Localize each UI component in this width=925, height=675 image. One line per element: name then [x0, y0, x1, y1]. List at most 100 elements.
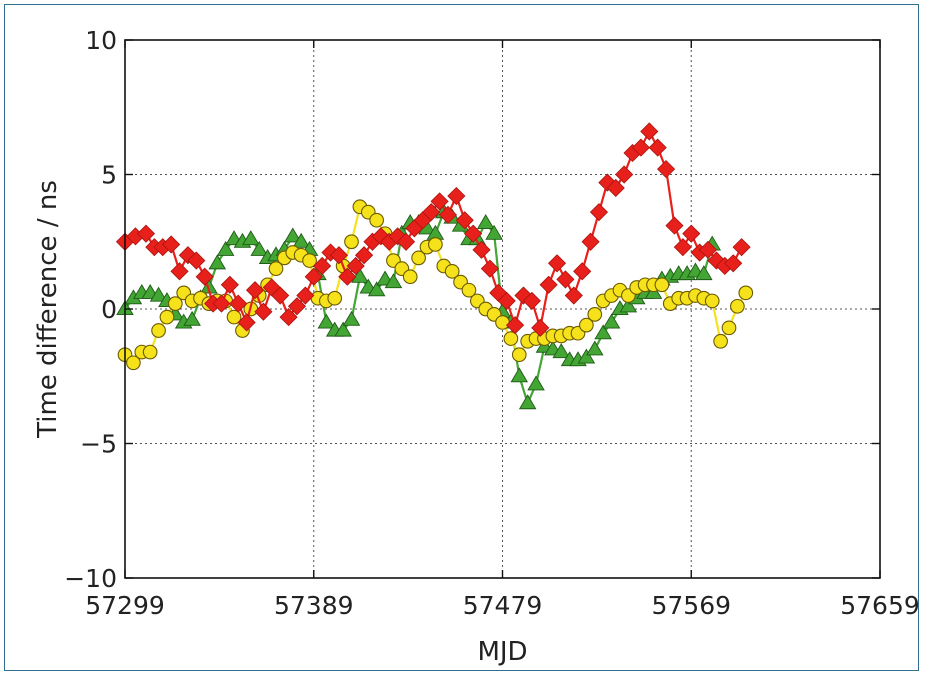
data-point-triangle — [317, 313, 336, 329]
data-point-diamond — [237, 313, 256, 332]
data-point-triangle — [367, 281, 386, 297]
data-point-triangle — [250, 240, 269, 256]
data-point-diamond — [640, 122, 659, 141]
data-point-circle — [159, 309, 175, 325]
data-point-triangle — [527, 375, 545, 391]
series-diamond — [115, 122, 751, 337]
data-point-circle — [268, 261, 284, 277]
data-point-triangle — [695, 265, 713, 281]
data-point-diamond — [162, 235, 181, 254]
data-point-circle — [654, 277, 670, 293]
y-axis-label: Time difference / ns — [33, 180, 63, 439]
data-point-diamond — [657, 160, 676, 179]
data-point-diamond — [438, 205, 458, 224]
data-point-diamond — [673, 238, 692, 257]
data-point-circle — [587, 307, 603, 322]
data-point-triangle — [594, 324, 612, 340]
data-point-circle — [126, 355, 141, 371]
data-point-diamond — [229, 294, 248, 313]
data-point-triangle — [510, 367, 529, 383]
data-point-diamond — [665, 216, 684, 235]
data-point-diamond — [464, 224, 483, 243]
data-point-circle — [721, 320, 737, 336]
x-axis-label: MJD — [477, 637, 527, 667]
data-point-triangle — [351, 267, 369, 283]
x-tick-label: 57299 — [85, 591, 165, 620]
data-point-diamond — [346, 256, 365, 276]
data-point-diamond — [606, 178, 625, 198]
data-point-diamond — [245, 281, 265, 300]
data-point-triangle — [242, 230, 260, 246]
data-point-diamond — [430, 192, 449, 211]
data-point-diamond — [631, 138, 650, 157]
data-point-diamond — [615, 165, 634, 184]
data-point-triangle — [208, 254, 227, 270]
data-point-circle — [411, 250, 426, 266]
data-point-circle — [738, 285, 754, 301]
data-point-diamond — [338, 267, 357, 286]
data-point-triangle — [476, 214, 495, 229]
data-point-diamond — [724, 254, 743, 273]
data-point-diamond — [506, 316, 525, 335]
data-point-diamond — [396, 232, 416, 251]
data-point-diamond — [547, 254, 567, 273]
data-point-triangle — [602, 313, 621, 329]
data-point-circle — [730, 298, 745, 314]
data-point-triangle — [384, 273, 403, 289]
y-tick-label: 0 — [101, 295, 117, 324]
data-point-diamond — [447, 186, 466, 206]
data-point-triangle — [577, 348, 596, 364]
series-layer — [115, 122, 754, 410]
data-point-diamond — [287, 297, 307, 316]
data-point-diamond — [136, 224, 156, 243]
data-point-diamond — [573, 262, 592, 281]
data-point-diamond — [589, 203, 609, 222]
data-point-diamond — [254, 302, 273, 321]
data-point-diamond — [480, 259, 499, 278]
data-point-triangle — [552, 343, 571, 359]
data-point-diamond — [170, 262, 189, 281]
series-circle — [117, 199, 754, 371]
data-point-diamond — [472, 240, 491, 259]
data-point-circle — [226, 309, 242, 325]
data-point-diamond — [279, 308, 298, 327]
data-point-circle — [428, 237, 443, 252]
data-point-diamond — [732, 238, 751, 257]
x-tick-label: 57389 — [274, 591, 354, 620]
data-point-diamond — [187, 251, 206, 270]
data-point-circle — [344, 234, 359, 250]
data-point-triangle — [216, 240, 235, 256]
data-point-diamond — [313, 256, 332, 276]
data-point-diamond — [271, 286, 290, 305]
data-point-diamond — [355, 246, 374, 265]
data-point-diamond — [522, 291, 541, 310]
data-point-diamond — [682, 224, 701, 243]
data-point-diamond — [581, 232, 600, 251]
data-point-circle — [302, 253, 317, 268]
data-point-circle — [511, 347, 527, 363]
data-point-triangle — [334, 321, 352, 337]
data-point-diamond — [178, 246, 197, 265]
data-point-diamond — [539, 275, 558, 294]
data-point-circle — [327, 290, 343, 306]
data-point-circle — [503, 331, 519, 346]
x-tick-label: 57569 — [651, 591, 731, 620]
data-point-triangle — [619, 297, 638, 313]
data-point-triangle — [292, 232, 310, 248]
data-point-diamond — [422, 203, 441, 222]
data-point-diamond — [220, 275, 239, 294]
data-point-triangle — [149, 286, 168, 302]
data-point-diamond — [648, 138, 667, 157]
data-point-diamond — [212, 294, 231, 313]
data-point-diamond — [497, 291, 516, 310]
data-point-triangle — [585, 340, 604, 356]
data-point-circle — [151, 323, 166, 338]
data-point-triangle — [485, 224, 503, 240]
data-point-circle — [369, 212, 385, 228]
data-point-diamond — [296, 286, 315, 305]
y-tick-label: −10 — [64, 564, 117, 593]
data-point-diamond — [531, 318, 550, 337]
y-tick-label: 5 — [101, 161, 117, 190]
data-point-triangle — [342, 310, 361, 326]
